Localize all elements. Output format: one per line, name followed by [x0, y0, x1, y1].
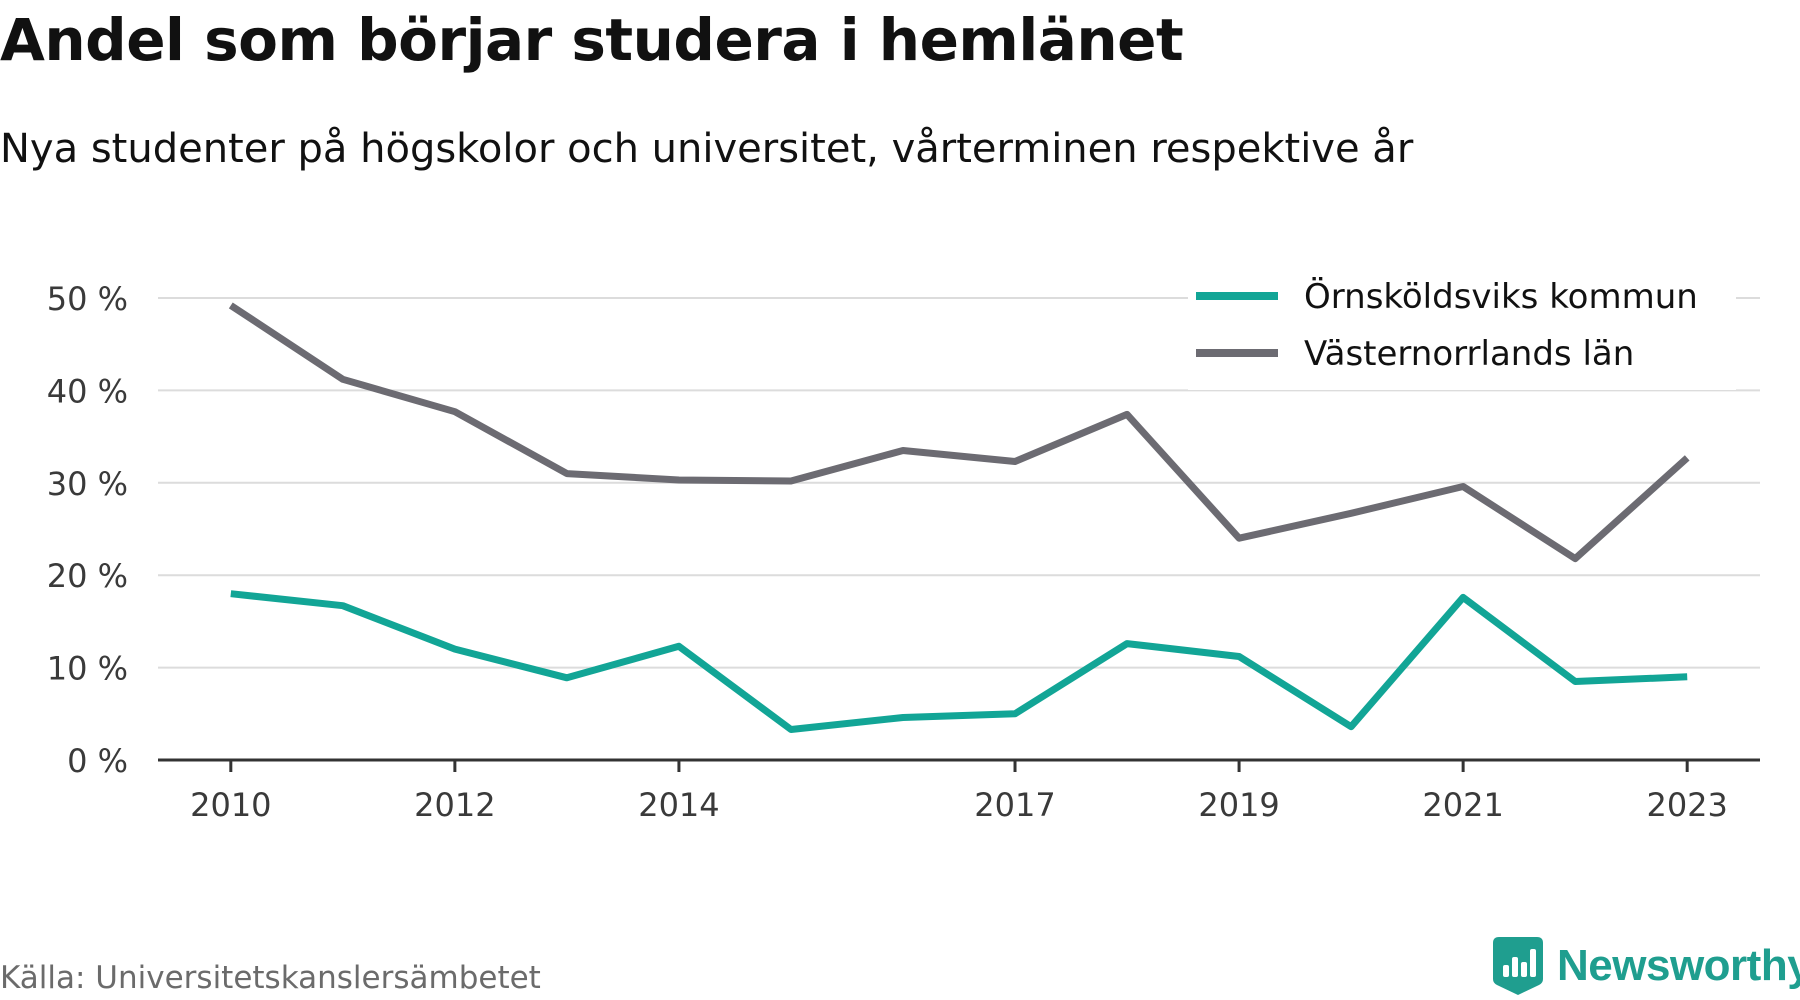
source-note: Källa: Universitetskanslersämbetet [0, 960, 541, 996]
brand: Newsworthy [1493, 936, 1800, 996]
x-tick-label: 2017 [974, 786, 1055, 824]
x-tick-label: 2021 [1422, 786, 1503, 824]
x-tick-label: 2023 [1646, 786, 1727, 824]
y-tick-label: 50 % [47, 280, 128, 318]
y-tick-label: 40 % [47, 372, 128, 410]
series-line [228, 302, 1690, 563]
x-tick-label: 2010 [190, 786, 271, 824]
chart-subtitle: Nya studenter på högskolor och universit… [0, 126, 1414, 172]
legend-label: Örnsköldsviks kommun [1304, 276, 1698, 317]
legend: Örnsköldsviks kommun Västernorrlands län [1188, 268, 1736, 390]
series-lines [228, 302, 1690, 733]
axes: 0 % 10 % 20 % 30 % 40 % 50 % 2010 2012 2014 2017 2… [47, 280, 1760, 824]
y-tick-label: 10 % [47, 650, 128, 688]
y-tick-label: 30 % [47, 465, 128, 503]
x-tick-label: 2012 [414, 786, 495, 824]
legend-label: Västernorrlands län [1304, 334, 1634, 374]
newsworthy-bar-chart-logo-icon [1493, 937, 1543, 995]
brand-name: Newsworthy [1557, 941, 1800, 990]
y-tick-label: 0 % [67, 742, 128, 780]
x-tick-label: 2014 [638, 786, 719, 824]
x-tick-label: 2019 [1198, 786, 1279, 824]
y-tick-label: 20 % [47, 557, 128, 595]
legend-background [1188, 268, 1736, 390]
chart-title: Andel som börjar studera i hemlänet [0, 6, 1184, 74]
series-line [230, 590, 1688, 733]
